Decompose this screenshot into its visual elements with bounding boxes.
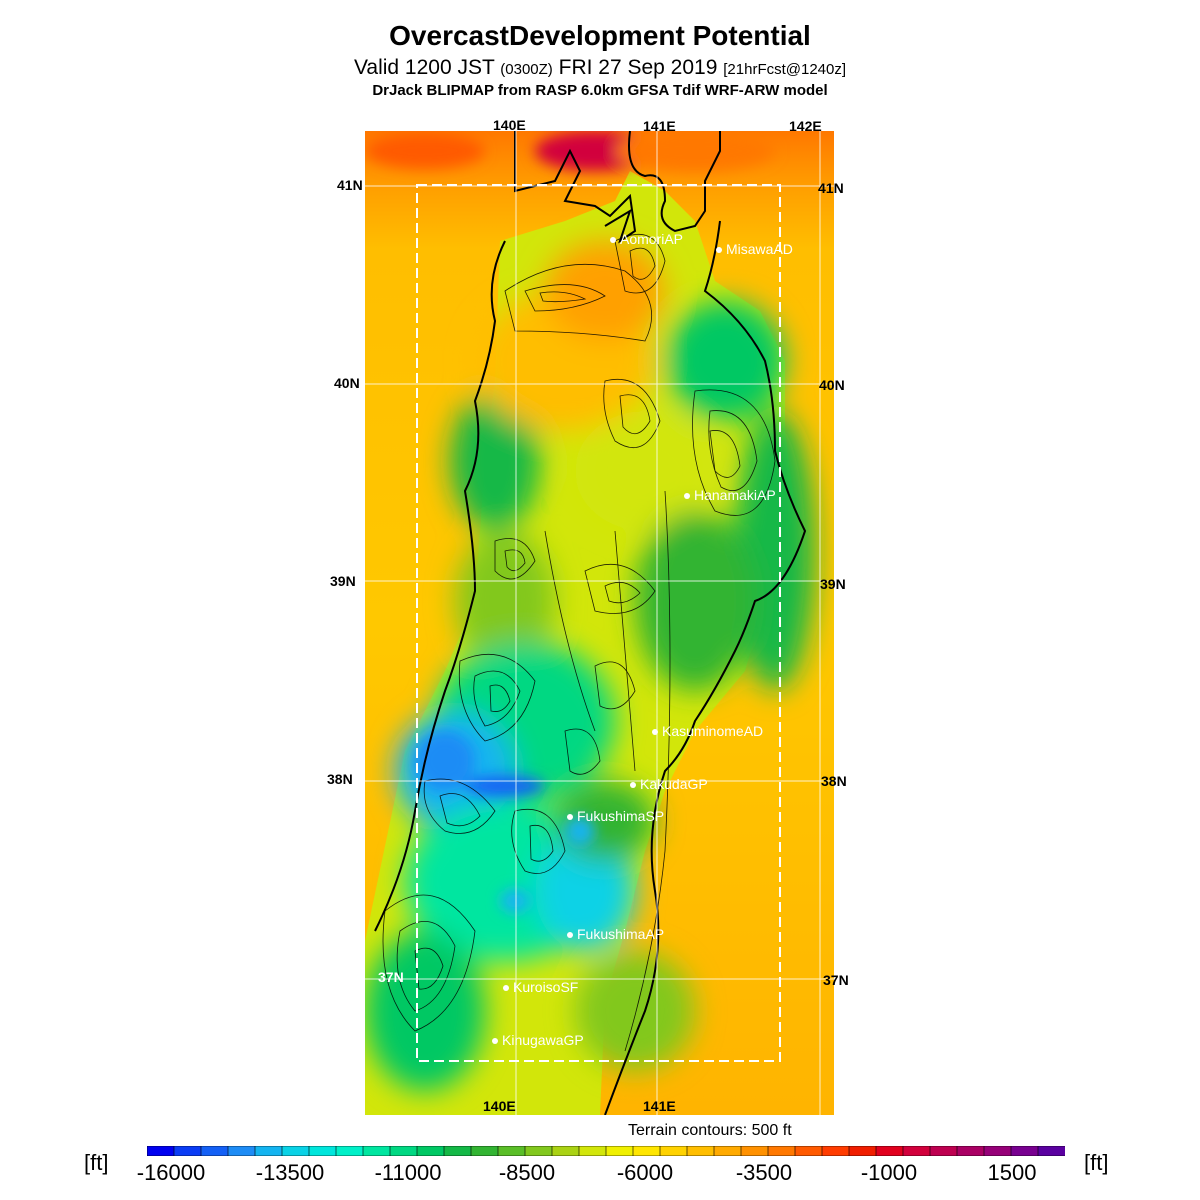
lat-label-37n-left: 37N bbox=[378, 969, 404, 985]
colorbar-tick: -6000 bbox=[616, 1160, 674, 1185]
lat-label-39n-left: 39N bbox=[330, 573, 356, 589]
station-misawaad: MisawaAD bbox=[716, 241, 793, 257]
station-dot-icon bbox=[492, 1038, 498, 1045]
colorbar-swatch bbox=[821, 1146, 850, 1156]
colorbar-swatch bbox=[335, 1146, 364, 1156]
station-dot-icon bbox=[652, 729, 658, 736]
colorbar-swatch bbox=[902, 1146, 931, 1156]
colorbar-swatch bbox=[875, 1146, 904, 1156]
station-fukushimaap: FukushimaAP bbox=[567, 926, 664, 942]
colorbar-tick: -1000 bbox=[860, 1160, 918, 1185]
colorbar-swatch bbox=[794, 1146, 823, 1156]
station-kuroisosf: KuroisoSF bbox=[503, 979, 578, 995]
station-dot-icon bbox=[503, 985, 509, 992]
lon-label-140e-top: 140E bbox=[493, 117, 526, 133]
colorbar-tick: -16000 bbox=[136, 1160, 206, 1185]
colorbar-swatch bbox=[443, 1146, 472, 1156]
colorbar-swatch bbox=[956, 1146, 985, 1156]
lon-label-142e-top: 142E bbox=[789, 118, 822, 134]
colorbar-tick: -11000 bbox=[374, 1160, 442, 1185]
colorbar-swatch bbox=[254, 1146, 283, 1156]
colorbar-swatch bbox=[281, 1146, 310, 1156]
lat-label-40n-left: 40N bbox=[334, 375, 360, 391]
colorbar-swatch bbox=[659, 1146, 688, 1156]
colorbar-swatch bbox=[200, 1146, 229, 1156]
colorbar-tick: -3500 bbox=[735, 1160, 793, 1185]
lat-label-37n-right: 37N bbox=[823, 972, 849, 988]
colorbar-swatch bbox=[632, 1146, 661, 1156]
station-hanamakiap: HanamakiAP bbox=[684, 487, 776, 503]
valid-time-line: Valid 1200 JST (0300Z) FRI 27 Sep 2019 [… bbox=[353, 56, 847, 79]
model-description: DrJack BLIPMAP from RASP 6.0km GFSA Tdif… bbox=[372, 82, 828, 99]
station-aomoriap: AomoriAP bbox=[610, 231, 683, 247]
colorbar-swatch bbox=[713, 1146, 742, 1156]
lat-label-38n-left: 38N bbox=[327, 771, 353, 787]
map-field bbox=[365, 131, 834, 1115]
colorbar-swatch bbox=[308, 1146, 337, 1156]
station-kinugawagp: KinugawaGP bbox=[492, 1032, 584, 1048]
lat-label-39n-right: 39N bbox=[820, 576, 846, 592]
colorbar-swatch bbox=[362, 1146, 391, 1156]
colorbar-swatch bbox=[147, 1146, 175, 1156]
forecast-map bbox=[365, 131, 834, 1115]
colorbar bbox=[147, 1146, 1065, 1156]
terrain-contour-note: Terrain contours: 500 ft bbox=[628, 1122, 792, 1139]
colorbar-swatch bbox=[686, 1146, 715, 1156]
colorbar-swatch bbox=[848, 1146, 877, 1156]
colorbar-unit-right: [ft] bbox=[1084, 1150, 1109, 1175]
colorbar-swatch bbox=[578, 1146, 607, 1156]
chart-title: OvercastDevelopment Potential bbox=[389, 20, 811, 51]
lon-label-141e-top: 141E bbox=[643, 118, 676, 134]
station-dot-icon bbox=[567, 932, 573, 939]
colorbar-swatch bbox=[983, 1146, 1012, 1156]
colorbar-unit-left: [ft] bbox=[84, 1150, 109, 1175]
station-dot-icon bbox=[684, 493, 690, 500]
colorbar-swatch bbox=[1037, 1146, 1065, 1156]
colorbar-swatch bbox=[1010, 1146, 1039, 1156]
station-dot-icon bbox=[716, 247, 722, 254]
station-kakudagp: KakudaGP bbox=[630, 776, 708, 792]
colorbar-tick: -13500 bbox=[255, 1160, 325, 1185]
lat-label-41n-left: 41N bbox=[337, 177, 363, 193]
station-fukushimasp: FukushimaSP bbox=[567, 808, 664, 824]
colorbar-swatch bbox=[929, 1146, 958, 1156]
colorbar-tick: -8500 bbox=[498, 1160, 556, 1185]
colorbar-tick: 1500 bbox=[987, 1160, 1037, 1185]
lat-label-40n-right: 40N bbox=[819, 377, 845, 393]
colorbar-swatch bbox=[227, 1146, 256, 1156]
colorbar-swatch bbox=[767, 1146, 796, 1156]
colorbar-swatch bbox=[416, 1146, 445, 1156]
station-dot-icon bbox=[567, 814, 573, 821]
colorbar-swatch bbox=[551, 1146, 580, 1156]
lat-label-38n-right: 38N bbox=[821, 773, 847, 789]
lon-label-140e-bottom: 140E bbox=[483, 1098, 516, 1114]
station-dot-icon bbox=[610, 237, 616, 244]
colorbar-swatch bbox=[497, 1146, 526, 1156]
colorbar-swatch bbox=[740, 1146, 769, 1156]
lon-label-141e-bottom: 141E bbox=[643, 1098, 676, 1114]
colorbar-swatch bbox=[173, 1146, 202, 1156]
colorbar-swatch bbox=[470, 1146, 499, 1156]
colorbar-swatch bbox=[389, 1146, 418, 1156]
station-kasuminomead: KasuminomeAD bbox=[652, 723, 763, 739]
lat-label-41n-right: 41N bbox=[818, 180, 844, 196]
colorbar-swatch bbox=[524, 1146, 553, 1156]
colorbar-swatch bbox=[605, 1146, 634, 1156]
station-dot-icon bbox=[630, 782, 636, 789]
